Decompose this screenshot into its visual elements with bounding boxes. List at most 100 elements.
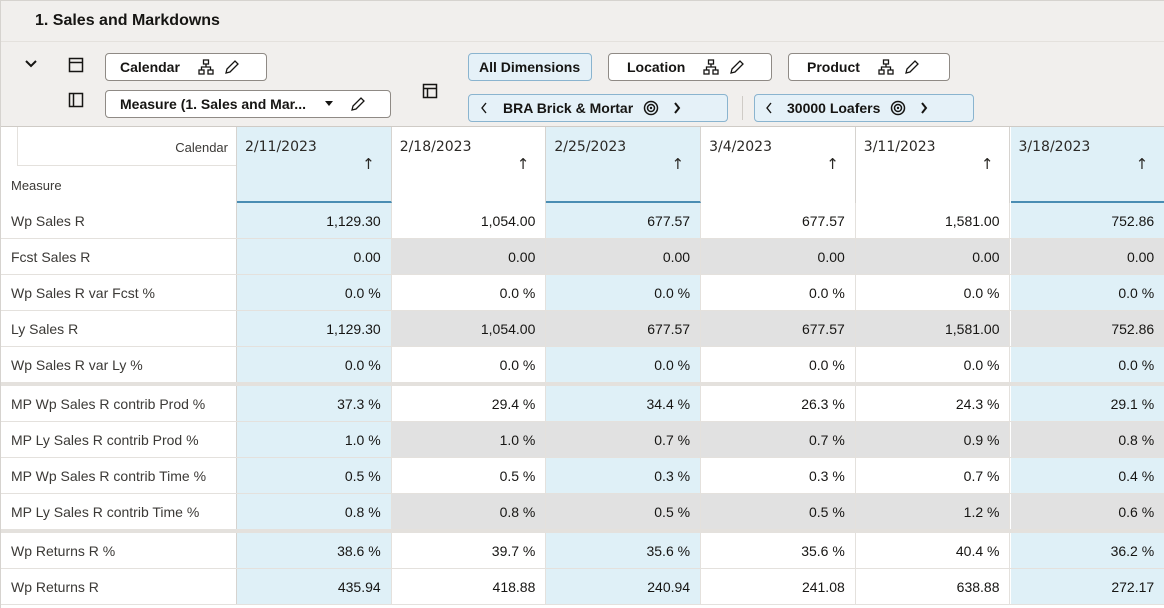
table-cell[interactable]: 677.57 (701, 203, 856, 238)
table-cell[interactable]: 0.3 % (701, 458, 856, 493)
all-dimensions-button[interactable]: All Dimensions (468, 53, 592, 81)
table-cell[interactable]: 1.2 % (855, 494, 1011, 529)
hierarchy-icon[interactable] (703, 59, 719, 75)
table-cell[interactable]: 272.17 (1010, 569, 1164, 604)
row-label[interactable]: Wp Returns R % (1, 533, 237, 568)
table-cell[interactable]: 0.0 % (392, 347, 547, 382)
calendar-dimension-button[interactable]: Calendar (105, 53, 267, 81)
column-header[interactable]: 3/18/2023 ↑ (1010, 127, 1164, 203)
table-cell[interactable]: 1.0 % (391, 422, 547, 457)
table-cell[interactable]: 0.0 % (701, 275, 856, 310)
table-cell[interactable]: 38.6 % (237, 533, 392, 568)
table-cell[interactable]: 0.5 % (701, 494, 856, 529)
table-cell[interactable]: 0.0 % (1010, 347, 1164, 382)
column-header[interactable]: 3/11/2023 ↑ (856, 127, 1011, 203)
table-cell[interactable]: 0.00 (391, 239, 547, 274)
table-cell[interactable]: 0.5 % (392, 458, 547, 493)
column-header[interactable]: 2/25/2023 ↑ (546, 127, 702, 203)
table-cell[interactable]: 0.3 % (546, 458, 702, 493)
sort-arrow-icon[interactable]: ↑ (516, 155, 530, 173)
row-label[interactable]: MP Ly Sales R contrib Time % (1, 494, 237, 529)
row-label[interactable]: Wp Returns R (1, 569, 237, 604)
table-cell[interactable]: 1,581.00 (855, 311, 1011, 346)
table-cell[interactable]: 0.00 (701, 239, 856, 274)
table-cell[interactable]: 435.94 (237, 569, 392, 604)
target-icon[interactable] (643, 100, 659, 116)
table-cell[interactable]: 0.00 (1010, 239, 1164, 274)
table-cell[interactable]: 24.3 % (856, 386, 1011, 421)
table-cell[interactable]: 0.8 % (391, 494, 547, 529)
table-cell[interactable]: 40.4 % (856, 533, 1011, 568)
measure-selector[interactable]: Measure (1. Sales and Mar... (105, 90, 391, 118)
caret-down-icon[interactable] (324, 100, 334, 108)
location-dimension-button[interactable]: Location (608, 53, 772, 81)
table-cell[interactable]: 0.0 % (237, 275, 392, 310)
table-cell[interactable]: 1,054.00 (392, 203, 547, 238)
hierarchy-icon[interactable] (878, 59, 894, 75)
table-cell[interactable]: 0.00 (237, 239, 392, 274)
table-cell[interactable]: 752.86 (1010, 311, 1164, 346)
row-layout-icon[interactable] (65, 54, 87, 76)
table-cell[interactable]: 0.5 % (546, 494, 702, 529)
table-cell[interactable]: 241.08 (701, 569, 856, 604)
column-header[interactable]: 3/4/2023 ↑ (701, 127, 856, 203)
table-cell[interactable]: 0.0 % (1010, 275, 1164, 310)
table-cell[interactable]: 0.0 % (546, 347, 702, 382)
table-cell[interactable]: 418.88 (392, 569, 547, 604)
table-cell[interactable]: 0.8 % (1010, 422, 1164, 457)
table-cell[interactable]: 240.94 (546, 569, 702, 604)
table-cell[interactable]: 638.88 (856, 569, 1011, 604)
table-cell[interactable]: 29.4 % (392, 386, 547, 421)
table-cell[interactable]: 752.86 (1010, 203, 1164, 238)
table-cell[interactable]: 1,129.30 (237, 203, 392, 238)
target-icon[interactable] (890, 100, 906, 116)
table-cell[interactable]: 0.0 % (701, 347, 856, 382)
chevron-left-icon[interactable] (469, 102, 499, 114)
row-label[interactable]: Ly Sales R (1, 311, 237, 346)
product-dimension-button[interactable]: Product (788, 53, 950, 81)
chevron-left-icon[interactable] (755, 102, 783, 114)
table-cell[interactable]: 677.57 (546, 203, 702, 238)
table-cell[interactable]: 0.00 (546, 239, 702, 274)
column-header[interactable]: 2/11/2023 ↑ (237, 127, 392, 203)
sort-arrow-icon[interactable]: ↑ (362, 155, 375, 173)
sort-arrow-icon[interactable]: ↑ (980, 155, 994, 173)
row-label[interactable]: MP Wp Sales R contrib Prod % (1, 386, 237, 421)
table-cell[interactable]: 1,054.00 (391, 311, 547, 346)
row-label[interactable]: Fcst Sales R (1, 239, 237, 274)
chevron-right-icon[interactable] (673, 102, 681, 114)
table-cell[interactable]: 0.8 % (237, 494, 392, 529)
table-cell[interactable]: 34.4 % (546, 386, 702, 421)
pencil-icon[interactable] (224, 59, 240, 75)
row-label[interactable]: Wp Sales R var Fcst % (1, 275, 237, 310)
hierarchy-icon[interactable] (198, 59, 214, 75)
sort-arrow-icon[interactable]: ↑ (1135, 155, 1149, 173)
row-label[interactable]: Wp Sales R (1, 203, 237, 238)
column-header[interactable]: 2/18/2023 ↑ (392, 127, 547, 203)
table-cell[interactable]: 0.0 % (237, 347, 392, 382)
table-cell[interactable]: 0.6 % (1010, 494, 1164, 529)
table-cell[interactable]: 0.4 % (1010, 458, 1164, 493)
table-cell[interactable]: 1.0 % (237, 422, 392, 457)
pencil-icon[interactable] (350, 96, 366, 112)
row-label[interactable]: Wp Sales R var Ly % (1, 347, 237, 382)
column-layout-icon[interactable] (65, 89, 87, 111)
row-label[interactable]: MP Ly Sales R contrib Prod % (1, 422, 237, 457)
table-cell[interactable]: 0.5 % (237, 458, 392, 493)
table-cell[interactable]: 26.3 % (701, 386, 856, 421)
table-cell[interactable]: 0.0 % (856, 347, 1011, 382)
pencil-icon[interactable] (729, 59, 745, 75)
table-cell[interactable]: 0.0 % (856, 275, 1011, 310)
table-cell[interactable]: 0.7 % (546, 422, 702, 457)
chevron-down-icon[interactable] (21, 54, 41, 74)
table-cell[interactable]: 1,581.00 (856, 203, 1011, 238)
table-cell[interactable]: 677.57 (701, 311, 856, 346)
table-cell[interactable]: 1,129.30 (237, 311, 392, 346)
table-cell[interactable]: 0.0 % (546, 275, 702, 310)
table-cell[interactable]: 36.2 % (1010, 533, 1164, 568)
table-cell[interactable]: 0.7 % (701, 422, 856, 457)
table-cell[interactable]: 0.00 (855, 239, 1011, 274)
table-cell[interactable]: 39.7 % (392, 533, 547, 568)
table-cell[interactable]: 37.3 % (237, 386, 392, 421)
sort-arrow-icon[interactable]: ↑ (671, 155, 685, 173)
